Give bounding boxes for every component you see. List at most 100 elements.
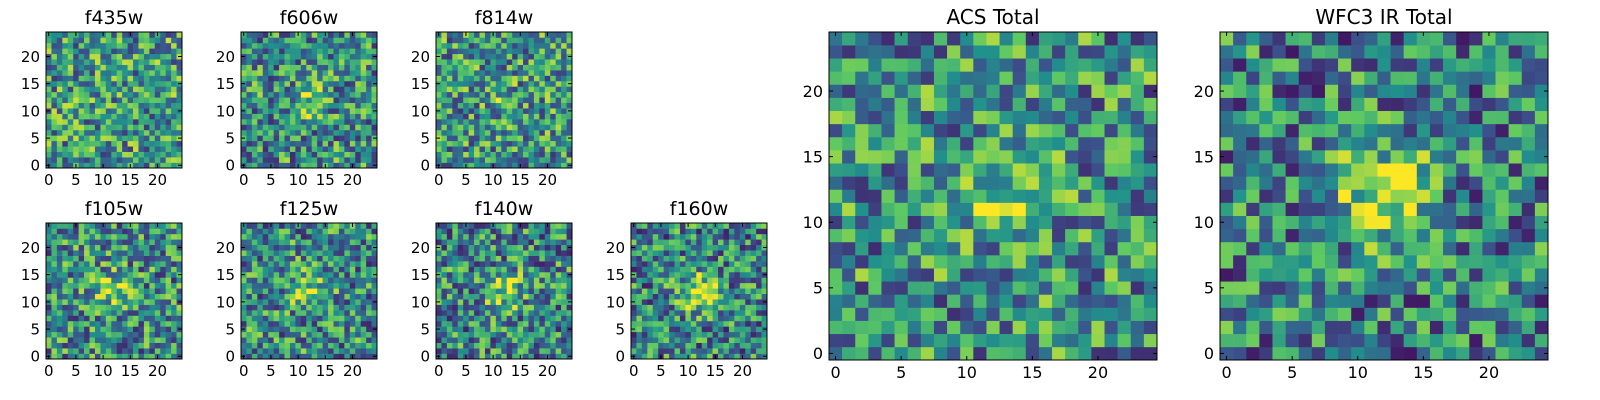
heatmap-cell — [322, 146, 329, 152]
heatmap-cell — [855, 163, 869, 177]
heatmap-cell — [441, 37, 448, 44]
heatmap-cell — [328, 42, 334, 49]
heatmap-cell — [67, 32, 74, 38]
heatmap-cell — [1078, 163, 1092, 177]
heatmap-cell — [78, 162, 85, 169]
heatmap-cell — [1012, 163, 1027, 177]
heatmap-cell — [550, 261, 556, 267]
heatmap-cell — [149, 70, 156, 76]
heatmap-cell — [51, 244, 58, 251]
heatmap-cell — [457, 97, 464, 104]
heatmap-cell — [349, 124, 356, 131]
heatmap-cell — [317, 288, 323, 295]
heatmap-cell — [160, 326, 166, 333]
heatmap-cell — [138, 151, 145, 158]
heatmap-cell — [78, 261, 85, 267]
heatmap-cell — [894, 346, 909, 361]
heatmap-cell — [51, 277, 58, 284]
heatmap-cell — [289, 113, 296, 120]
heatmap-cell — [973, 189, 987, 203]
heatmap-cell — [262, 348, 269, 354]
heatmap-cell — [171, 48, 177, 55]
heatmap-cell — [160, 244, 166, 251]
heatmap-cell — [728, 353, 735, 360]
heatmap-cell — [999, 268, 1013, 282]
heatmap-cell — [696, 304, 703, 311]
heatmap-cell — [446, 342, 453, 349]
heatmap-cell — [284, 342, 291, 349]
heatmap-cell — [441, 124, 448, 131]
heatmap-cell — [289, 42, 296, 49]
heatmap-cell — [149, 86, 156, 93]
heatmap-cell — [94, 261, 101, 267]
heatmap-cell — [333, 80, 340, 87]
heatmap-cell — [355, 288, 361, 295]
heatmap-cell — [484, 277, 491, 284]
heatmap-cell — [452, 353, 459, 360]
heatmap-cell — [920, 255, 935, 269]
heatmap-cell — [1104, 307, 1118, 321]
heatmap-cell — [468, 119, 475, 125]
heatmap-cell — [501, 113, 508, 120]
heatmap-cell — [550, 86, 556, 93]
heatmap-cell — [652, 228, 659, 235]
heatmap-cell — [251, 151, 258, 158]
heatmap-cell — [495, 271, 502, 278]
heatmap-cell — [512, 310, 518, 316]
heatmap-cell — [669, 304, 675, 311]
heatmap-cell — [338, 157, 345, 163]
heatmap-cell — [355, 48, 361, 55]
heatmap-cell — [143, 124, 150, 131]
heatmap-cell — [46, 102, 52, 109]
heatmap-cell — [273, 348, 280, 354]
heatmap-cell — [149, 124, 156, 131]
heatmap-cell — [474, 97, 480, 104]
heatmap-cell — [300, 233, 307, 240]
heatmap-cell — [111, 239, 118, 246]
heatmap-cell — [322, 108, 329, 114]
heatmap-cell — [701, 348, 708, 354]
heatmap-cell — [338, 162, 345, 169]
heatmap-cell — [273, 304, 280, 311]
heatmap-cell — [1025, 255, 1040, 269]
heatmap-cell — [501, 239, 508, 246]
heatmap-cell — [756, 315, 762, 322]
panel-title: f125w — [280, 198, 339, 220]
heatmap-cell — [474, 342, 480, 349]
heatmap-cell — [685, 288, 692, 295]
heatmap-cell — [986, 163, 1000, 177]
heatmap-cell — [1052, 176, 1066, 190]
heatmap-cell — [328, 162, 334, 169]
heatmap-cell — [165, 271, 172, 278]
heatmap-cell — [273, 282, 280, 289]
heatmap-cell — [295, 233, 302, 240]
heatmap-cell — [756, 310, 762, 316]
heatmap-cell — [986, 281, 1000, 295]
heatmap-cell — [143, 151, 150, 158]
heatmap-cell — [360, 59, 367, 65]
heatmap-cell — [555, 337, 562, 343]
heatmap-cell — [679, 244, 686, 251]
heatmap-cell — [658, 342, 664, 349]
heatmap-cell — [457, 42, 464, 49]
heatmap-cell — [289, 32, 296, 38]
heatmap-cell — [273, 293, 280, 300]
heatmap-cell — [441, 102, 448, 109]
heatmap-cell — [631, 250, 637, 256]
heatmap-cell — [533, 320, 540, 327]
heatmap-cell — [501, 59, 508, 65]
heatmap-cell — [506, 53, 513, 60]
heatmap-cell — [289, 48, 296, 55]
heatmap-cell — [344, 261, 351, 267]
heatmap-cell — [663, 244, 670, 251]
heatmap-cell — [306, 97, 313, 104]
heatmap-cell — [523, 255, 529, 262]
heatmap-cell — [251, 239, 258, 246]
heatmap-cell — [484, 91, 491, 98]
heatmap-cell — [257, 244, 264, 251]
heatmap-cell — [311, 102, 318, 109]
heatmap-cell — [366, 310, 372, 316]
heatmap-cell — [284, 64, 291, 71]
heatmap-cell — [89, 135, 96, 142]
heatmap-cell — [512, 162, 518, 169]
